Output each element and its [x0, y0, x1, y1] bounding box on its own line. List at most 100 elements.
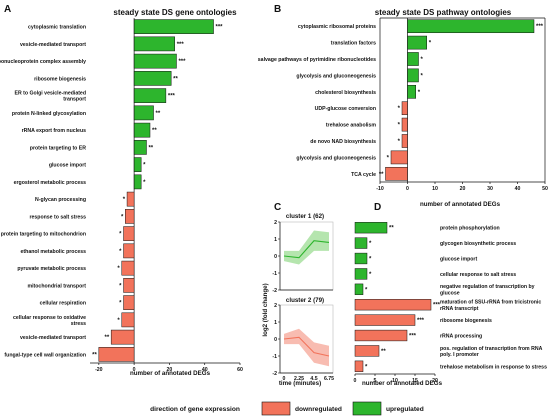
category-label: maturation of SSU-rRNA from tricistronic…: [440, 300, 541, 312]
x-tick-label: 60: [237, 367, 243, 373]
significance-label: *: [365, 287, 368, 293]
bar: [126, 191, 135, 207]
bar: [123, 278, 135, 293]
bar: [354, 252, 368, 265]
confidence-band: [284, 328, 329, 367]
bar: [385, 166, 408, 181]
category-label: ER to Golgi vesicle-mediated transport: [15, 91, 87, 103]
y-tick-label: -1: [272, 271, 277, 277]
x-tick-label: 30: [487, 186, 493, 192]
category-label: mitochondrial transport: [27, 283, 86, 289]
y-tick-label: 1: [274, 237, 277, 243]
category-label: vesicle-mediated transport: [20, 42, 86, 48]
category-label: ribosome biogenesis: [34, 76, 86, 82]
category-label: N-glycan processing: [35, 197, 86, 203]
x-tick-label: 10: [432, 186, 438, 192]
category-label: trehalose metabolism in response to stre…: [440, 364, 547, 370]
significance-label: *: [387, 155, 390, 161]
category-label: salvage pathways of pyrimidine ribonucle…: [258, 57, 376, 63]
category-label: UDP-glucose conversion: [315, 106, 376, 112]
cluster-2-plot: -2 -1 0 1 2 0 2.25 4.5 6.75: [272, 303, 334, 382]
x-tick-label: 20: [167, 367, 173, 373]
bar: [123, 295, 135, 310]
significance-label: *: [143, 163, 146, 169]
panel-label-a: A: [4, 4, 11, 15]
x-tick-label: 0: [133, 367, 136, 373]
significance-label: **: [92, 352, 97, 358]
legend-swatch-downregulated: [261, 401, 291, 416]
category-label: glycogen biosynthetic process: [440, 241, 516, 247]
bar: [125, 209, 135, 224]
y-tick-label: 0: [274, 337, 277, 343]
category-label: protein N-linked glycosylation: [12, 111, 86, 117]
x-tick-label: 4.5: [310, 376, 317, 382]
significance-label: *: [119, 232, 122, 238]
significance-label: ***: [433, 303, 441, 309]
category-label: fungal-type cell wall organization: [4, 352, 86, 358]
y-tick-label: 1: [274, 320, 277, 326]
significance-label: **: [381, 349, 386, 355]
category-label: cellular response to oxidative stress: [13, 315, 86, 327]
y-tick-label: 2: [274, 303, 277, 309]
x-tick-label: 0: [354, 378, 357, 384]
x-tick-label: 2.25: [294, 376, 304, 382]
significance-label: ***: [177, 42, 185, 48]
category-label: glucose import: [49, 163, 86, 169]
significance-label: *: [398, 123, 401, 129]
bar: [133, 36, 175, 52]
category-label: cytoplasmic ribosomal proteins: [298, 24, 376, 30]
chart-c-ylabel: log2 (fold change): [262, 283, 269, 336]
significance-label: ***: [178, 59, 186, 65]
bar: [123, 226, 135, 241]
significance-label: *: [369, 241, 372, 247]
bar: [354, 360, 364, 372]
category-label: TCA cycle: [351, 172, 376, 178]
significance-label: *: [421, 73, 424, 79]
x-tick-label: -10: [376, 186, 384, 192]
significance-label: **: [148, 145, 153, 151]
category-label: de novo NAD biosynthesis: [310, 139, 376, 145]
x-tick-label: 10: [392, 378, 398, 384]
bar: [133, 157, 142, 172]
chart-a-title: steady state DS gene ontologies: [113, 8, 237, 17]
chart-b-plot: -10 0 10 20 30 40 50*************: [376, 17, 548, 192]
significance-label: ***: [417, 318, 425, 324]
bar: [133, 105, 154, 121]
bar: [401, 117, 408, 132]
x-tick-label: 5: [374, 378, 377, 384]
significance-label: ***: [409, 334, 417, 340]
x-tick-label: 40: [515, 186, 521, 192]
category-label: cellular response to salt stress: [440, 272, 516, 278]
category-label: vesicle-mediated transport: [20, 335, 86, 341]
bar: [123, 243, 135, 259]
bar: [354, 329, 408, 342]
bar: [121, 312, 135, 328]
significance-label: *: [123, 197, 126, 203]
chart-b-title: steady state DS pathway ontologies: [375, 8, 512, 17]
bar: [401, 101, 408, 116]
chart-a-xlabel: number of annotated DEGs: [130, 370, 211, 377]
category-label: cholesterol biosynthesis: [315, 90, 376, 96]
significance-label: **: [389, 226, 394, 232]
panel-label-c: C: [274, 202, 281, 213]
bar: [133, 53, 177, 69]
y-tick-label: 2: [274, 220, 277, 226]
significance-label: **: [156, 111, 161, 117]
category-label: pos. regulation of transcription from RN…: [440, 346, 543, 358]
category-label: cytoplasmic translation: [28, 25, 86, 31]
bar: [354, 237, 368, 249]
x-tick-label: 50: [542, 186, 548, 192]
significance-label: *: [369, 257, 372, 263]
category-label: translation factors: [331, 41, 376, 47]
category-label: response to salt stress: [29, 214, 86, 220]
category-label: rRNA processing: [440, 334, 482, 340]
bar: [133, 174, 142, 190]
category-label: ribonucleoprotein complex assembly: [0, 59, 86, 65]
category-label: glucose import: [440, 257, 477, 263]
category-label: glycolysis and gluconeogenesis: [296, 73, 376, 79]
bar: [407, 35, 427, 50]
category-label: glycolysis and gluconeogenesis: [296, 155, 376, 161]
category-label: pyruvate metabolic process: [17, 266, 86, 272]
category-label: negative regulation of transcription by g…: [440, 284, 535, 296]
